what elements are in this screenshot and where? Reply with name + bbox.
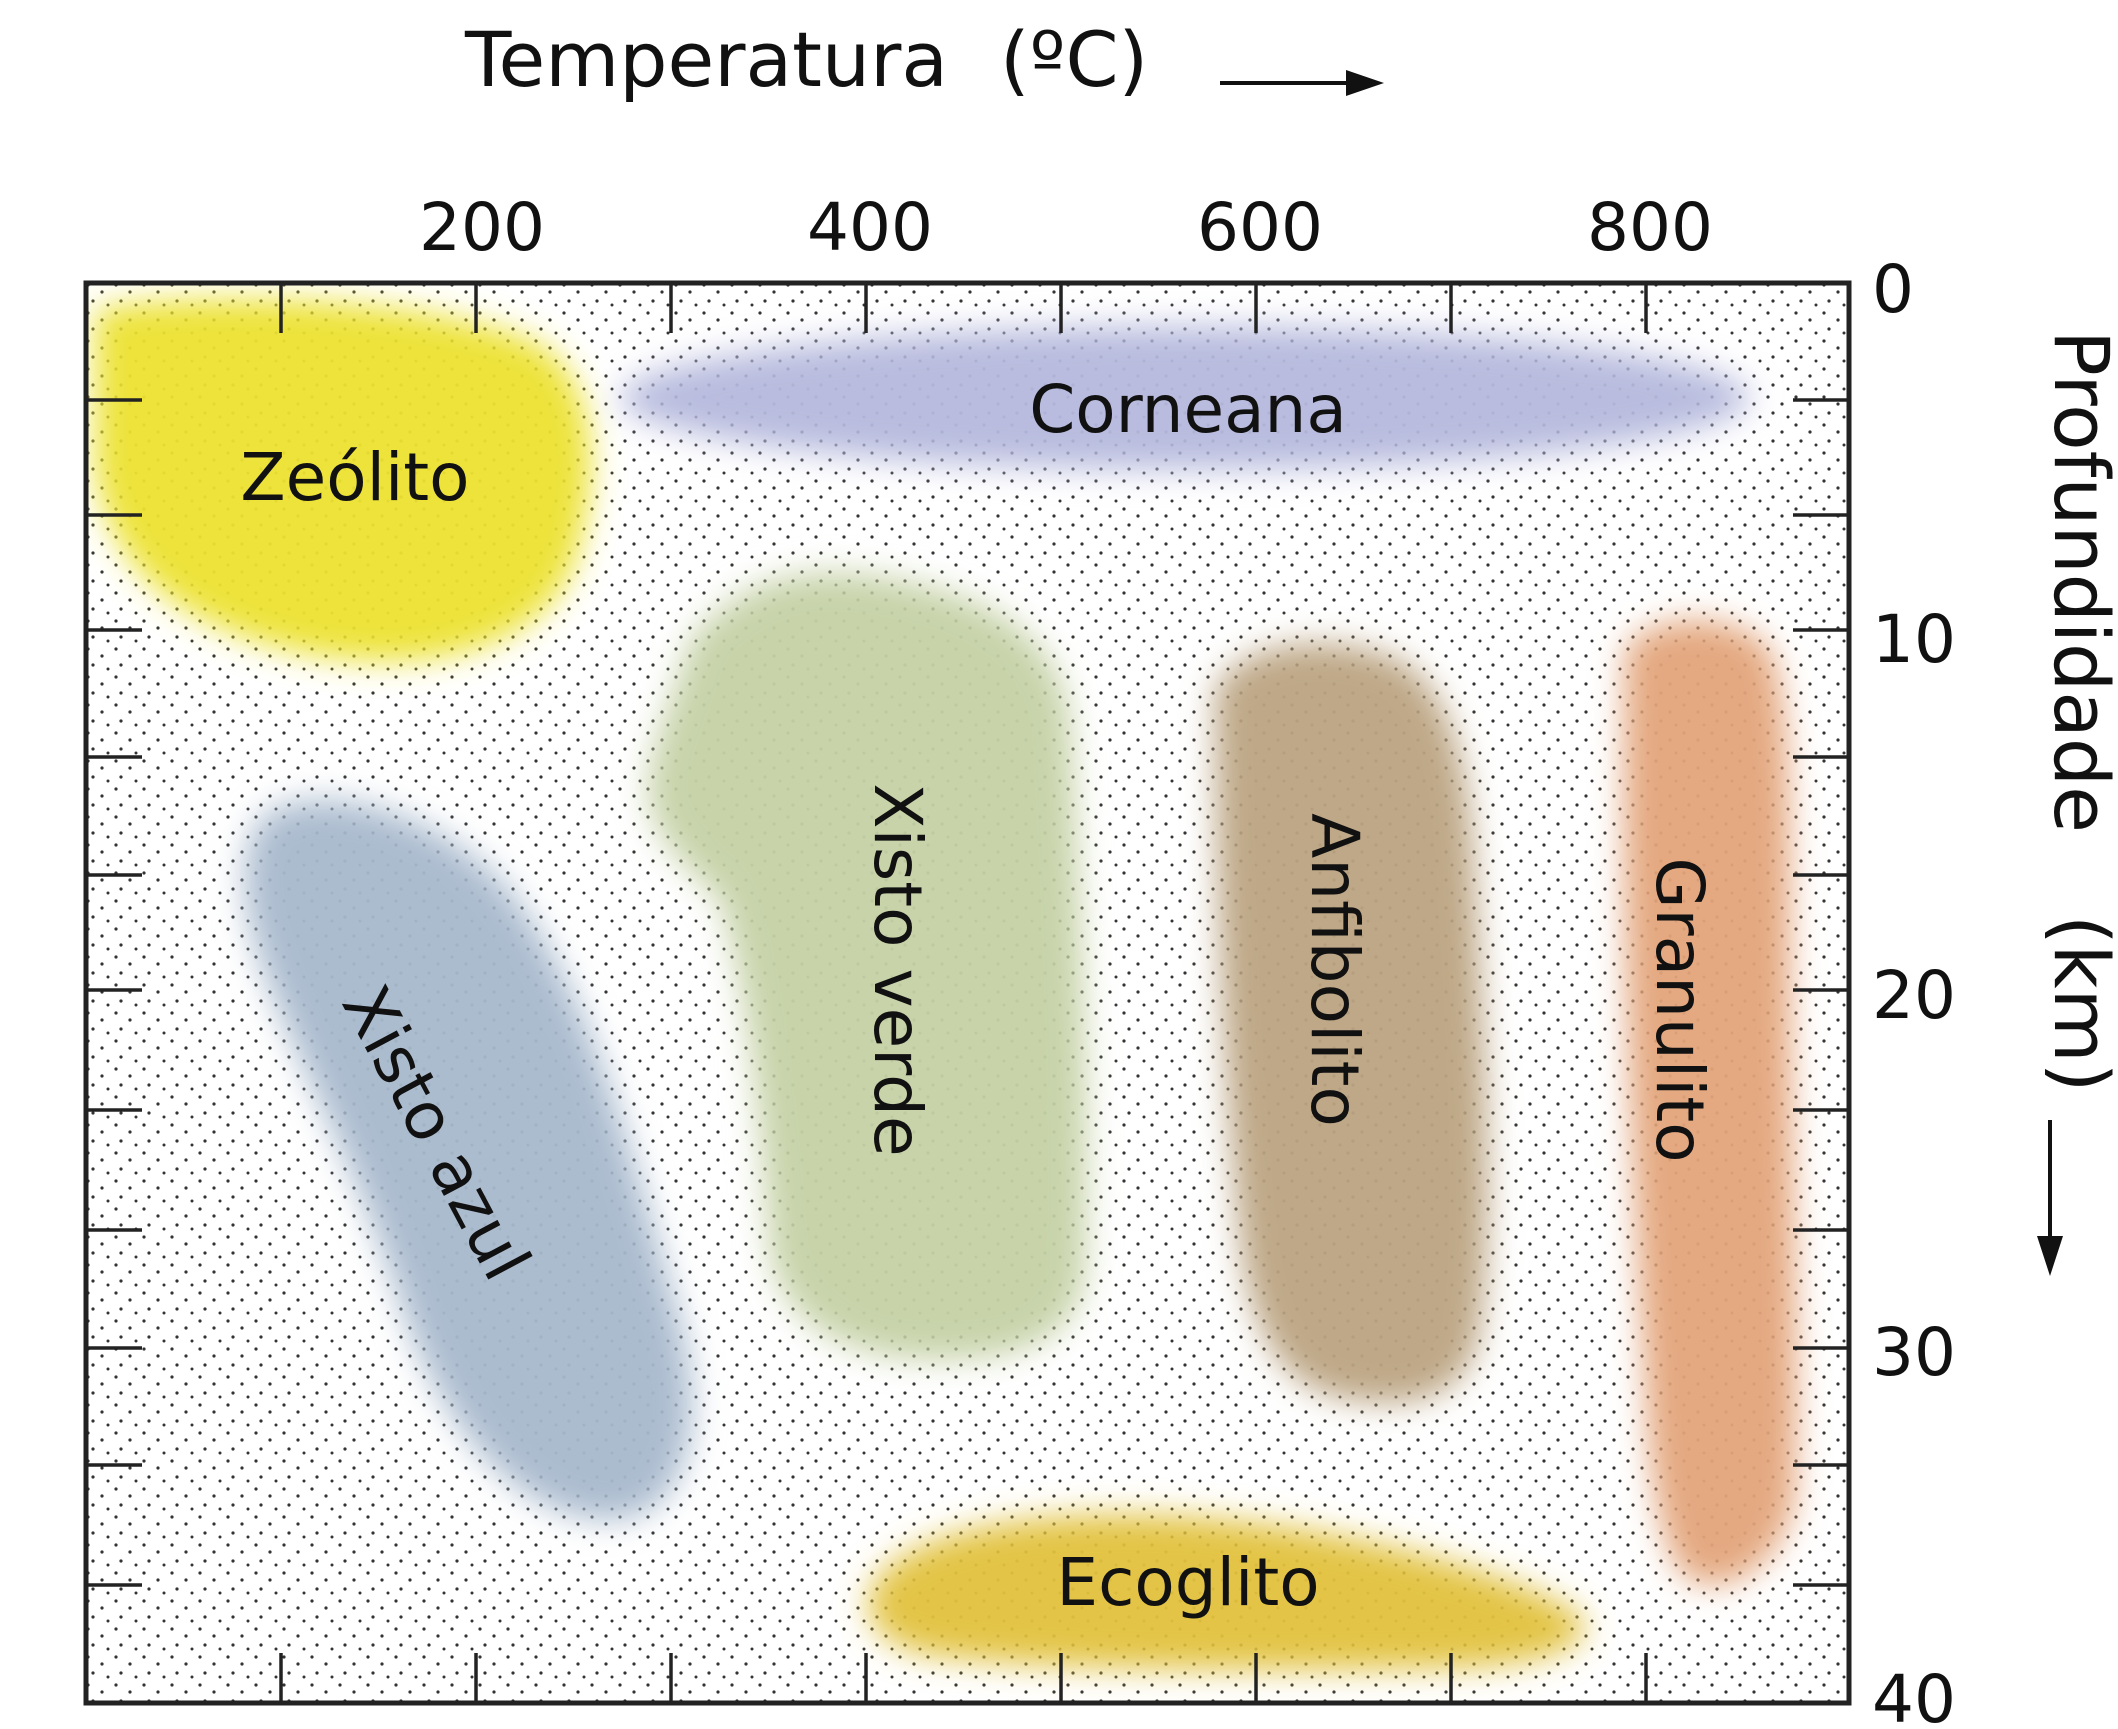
facies-xisto-verde-field	[648, 572, 1087, 1360]
x-ticks	[279, 283, 1648, 1703]
x-axis-unit: (ºC)	[1000, 15, 1148, 104]
facies-xisto-azul-field	[245, 800, 692, 1520]
facies-ecoglito-label: Ecoglito	[1056, 1544, 1319, 1621]
x-tick-label-800: 800	[1587, 189, 1713, 266]
plot-area	[86, 283, 1849, 1703]
x-tick-label-400: 400	[807, 189, 933, 266]
y-tick-label-10: 10	[1872, 601, 1956, 678]
facies-zeolito-label: Zeólito	[240, 439, 469, 516]
facies-zeolito-field	[95, 298, 591, 662]
x-tick-label-200: 200	[419, 189, 545, 266]
x-tick-label-600: 600	[1197, 189, 1323, 266]
y-tick-label-40: 40	[1872, 1661, 1956, 1729]
y-axis-unit: (km)	[2037, 915, 2118, 1092]
facies-corneana-field	[620, 326, 1750, 470]
y-ticks	[86, 398, 1849, 1587]
y-tick-label-0: 0	[1872, 251, 1914, 328]
facies-ecoglito-field	[868, 1514, 1585, 1670]
facies-anfibolito-label: Anfibolito	[1296, 813, 1373, 1127]
x-axis-title: Temperatura	[464, 15, 948, 104]
facies-xisto-verde-label: Xisto verde	[859, 783, 936, 1156]
y-tick-label-20: 20	[1872, 957, 1956, 1034]
facies-granulito-field	[1623, 620, 1797, 1586]
x-direction-arrow	[1220, 70, 1384, 96]
facies-corneana-label: Corneana	[1029, 371, 1347, 448]
y-axis-title: Profundidade	[2037, 330, 2118, 833]
facies-granulito-label: Granulito	[1641, 857, 1718, 1162]
y-tick-label-30: 30	[1872, 1314, 1956, 1391]
plot-frame	[83, 280, 1852, 1706]
facies-anfibolito-field	[1215, 643, 1488, 1404]
y-direction-arrow	[2037, 1120, 2063, 1276]
